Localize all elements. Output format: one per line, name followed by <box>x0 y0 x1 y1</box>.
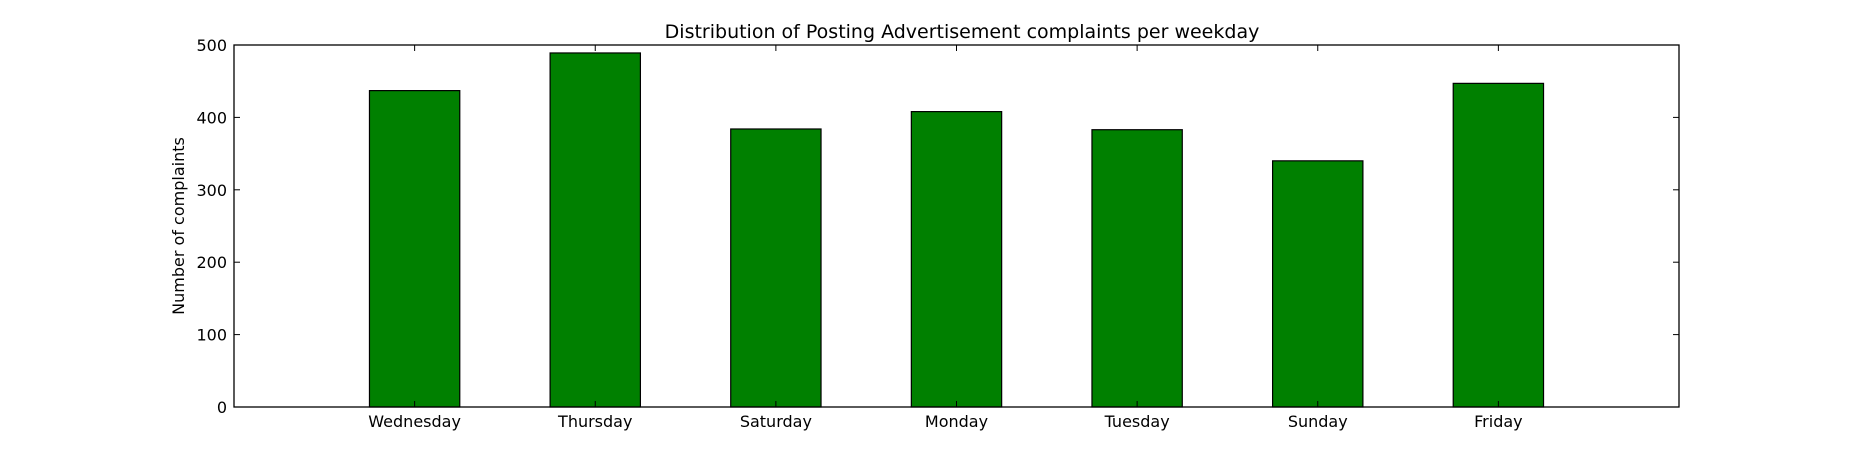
x-tick-label: Friday <box>1474 412 1523 431</box>
axes-frame <box>233 44 1680 408</box>
x-tick-label: Thursday <box>557 412 632 431</box>
y-tick-label: 200 <box>196 253 227 272</box>
bar-wednesday <box>368 90 461 408</box>
bar-saturday <box>730 128 822 408</box>
x-tick-label: Wednesday <box>368 412 461 431</box>
y-tick-label: 500 <box>196 36 227 55</box>
x-tick-label: Tuesday <box>1104 412 1170 431</box>
bar-thursday <box>549 52 642 408</box>
y-tick-label: 100 <box>196 326 227 345</box>
x-tick-label: Saturday <box>740 412 812 431</box>
chart-title: Distribution of Posting Advertisement co… <box>665 21 1260 43</box>
y-tick-label: 0 <box>217 398 227 417</box>
x-tick-label: Sunday <box>1288 412 1348 431</box>
bar-friday <box>1452 82 1545 408</box>
bar-monday <box>910 111 1003 408</box>
bar-sunday <box>1271 160 1364 408</box>
y-tick-label: 400 <box>196 108 227 127</box>
bars-group <box>368 52 1545 408</box>
ticks-group: Wednesday Thursday Saturday Monday Tuesday Su… <box>196 36 1679 431</box>
x-tick-label: Monday <box>925 412 988 431</box>
y-tick-label: 300 <box>196 181 227 200</box>
bar-tuesday <box>1091 129 1183 408</box>
y-axis-label: Number of complaints <box>169 137 188 315</box>
